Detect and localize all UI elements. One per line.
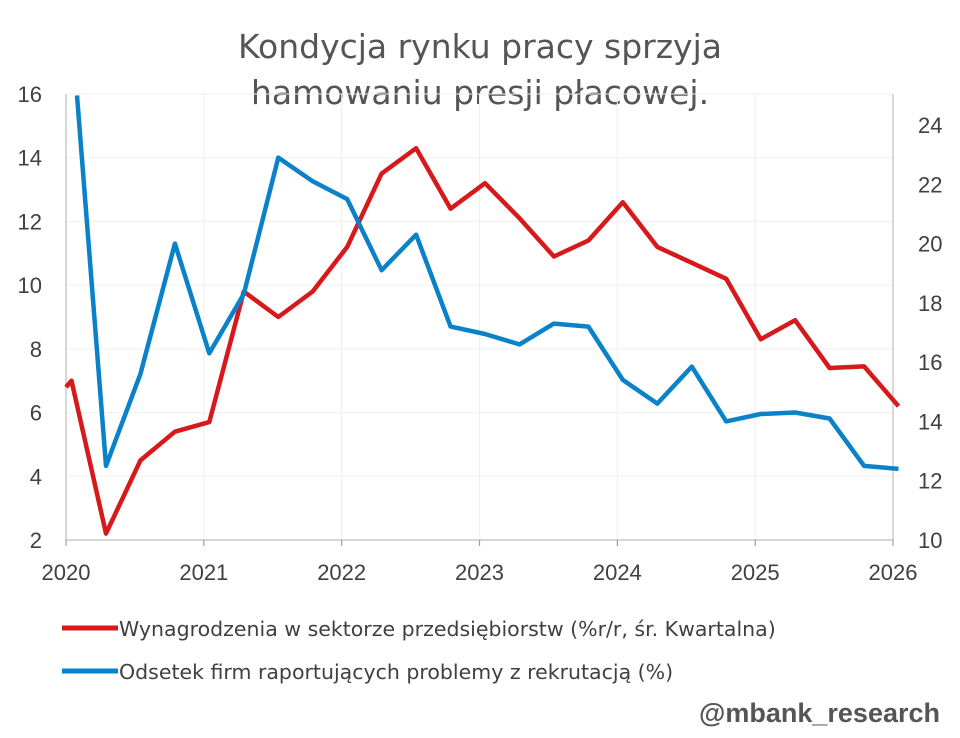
x-tick-label-6: 2026 [869,560,918,585]
y-right-tick-label-5: 20 [918,232,942,257]
x-tick-label-1: 2021 [179,560,228,585]
x-tick-label-5: 2025 [731,560,780,585]
y-right-tick-label-3: 16 [918,350,942,375]
x-axis-ticks: 2020 2021 2022 2023 2024 2025 2026 [42,560,918,585]
legend: Wynagrodzenia w sektorze przedsiębiorstw… [62,617,776,684]
y-left-tick-label-5: 12 [18,209,42,234]
y-left-tick-label-1: 4 [30,464,42,489]
gridlines [65,93,894,541]
title-line-1: Kondycja rynku pracy sprzyja [238,27,722,66]
y-right-tick-label-6: 22 [918,172,942,197]
chart-title: Kondycja rynku pracy sprzyja hamowaniu p… [238,27,722,112]
y-right-tick-label-0: 10 [918,528,942,553]
y-left-tick-label-7: 16 [18,82,42,107]
y-left-tick-label-2: 6 [30,401,42,426]
x-tick-label-0: 2020 [42,560,91,585]
y-left-tick-label-3: 8 [30,337,42,362]
legend-label-wages: Wynagrodzenia w sektorze przedsiębiorstw… [119,617,776,641]
series-line-wages [64,145,901,536]
y-left-tick-label-4: 10 [18,273,42,298]
axes [65,94,894,546]
series-lines [64,95,901,536]
legend-label-recruitment: Odsetek firm raportujących problemy z re… [119,660,673,684]
y-right-tick-label-7: 24 [918,113,942,138]
x-tick-label-3: 2023 [455,560,504,585]
y-right-tick-label-1: 12 [918,469,942,494]
y-axis-left-ticks: 2 4 6 8 10 12 14 16 [18,82,42,553]
y-right-tick-label-4: 18 [918,291,942,316]
y-axis-right-ticks: 10 12 14 16 18 20 22 24 [918,113,942,553]
x-tick-label-2: 2022 [317,560,366,585]
y-left-tick-label-6: 14 [18,146,42,171]
x-tick-label-4: 2024 [593,560,642,585]
y-left-tick-label-0: 2 [30,528,42,553]
watermark: @mbank_research [699,698,940,728]
y-right-tick-label-2: 14 [918,409,942,434]
